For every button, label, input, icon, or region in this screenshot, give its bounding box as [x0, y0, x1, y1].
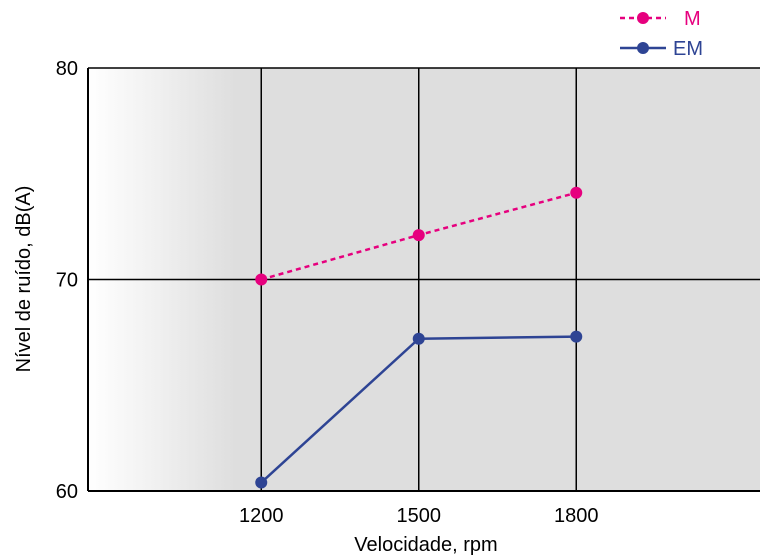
y-tick-label-60: 60 [56, 481, 78, 503]
series-EM [255, 330, 583, 489]
x-tick-label-1800: 1800 [554, 505, 599, 527]
legend-item-EM: EM [620, 38, 703, 60]
legend-label-M: M [684, 8, 701, 30]
legend-marker-M [637, 12, 649, 24]
legend-marker-EM [637, 42, 649, 54]
y-tick-labels: 60 70 80 [56, 58, 78, 503]
data-point-M-1800 [570, 186, 583, 199]
x-tick-label-1500: 1500 [397, 505, 442, 527]
x-tick-label-1200: 1200 [239, 505, 284, 527]
axes [87, 67, 760, 492]
data-point-EM-1800 [570, 330, 583, 343]
x-axis-label: Velocidade, rpm [354, 534, 497, 555]
y-tick-label-70: 70 [56, 270, 78, 292]
data-point-EM-1500 [412, 332, 425, 345]
series-M [255, 186, 583, 286]
legend: M EM [620, 8, 703, 60]
x-tick-labels: 1200 1500 1800 [239, 505, 599, 527]
data-point-M-1200 [255, 273, 268, 286]
legend-item-M: M [620, 8, 701, 30]
y-axis-label: Nível de ruído, dB(A) [13, 186, 35, 373]
grid-lines [88, 68, 760, 491]
y-tick-label-80: 80 [56, 58, 78, 80]
data-point-EM-1200 [255, 476, 268, 489]
legend-label-EM: EM [673, 38, 703, 60]
series-layer [255, 186, 583, 489]
data-point-M-1500 [412, 229, 425, 242]
